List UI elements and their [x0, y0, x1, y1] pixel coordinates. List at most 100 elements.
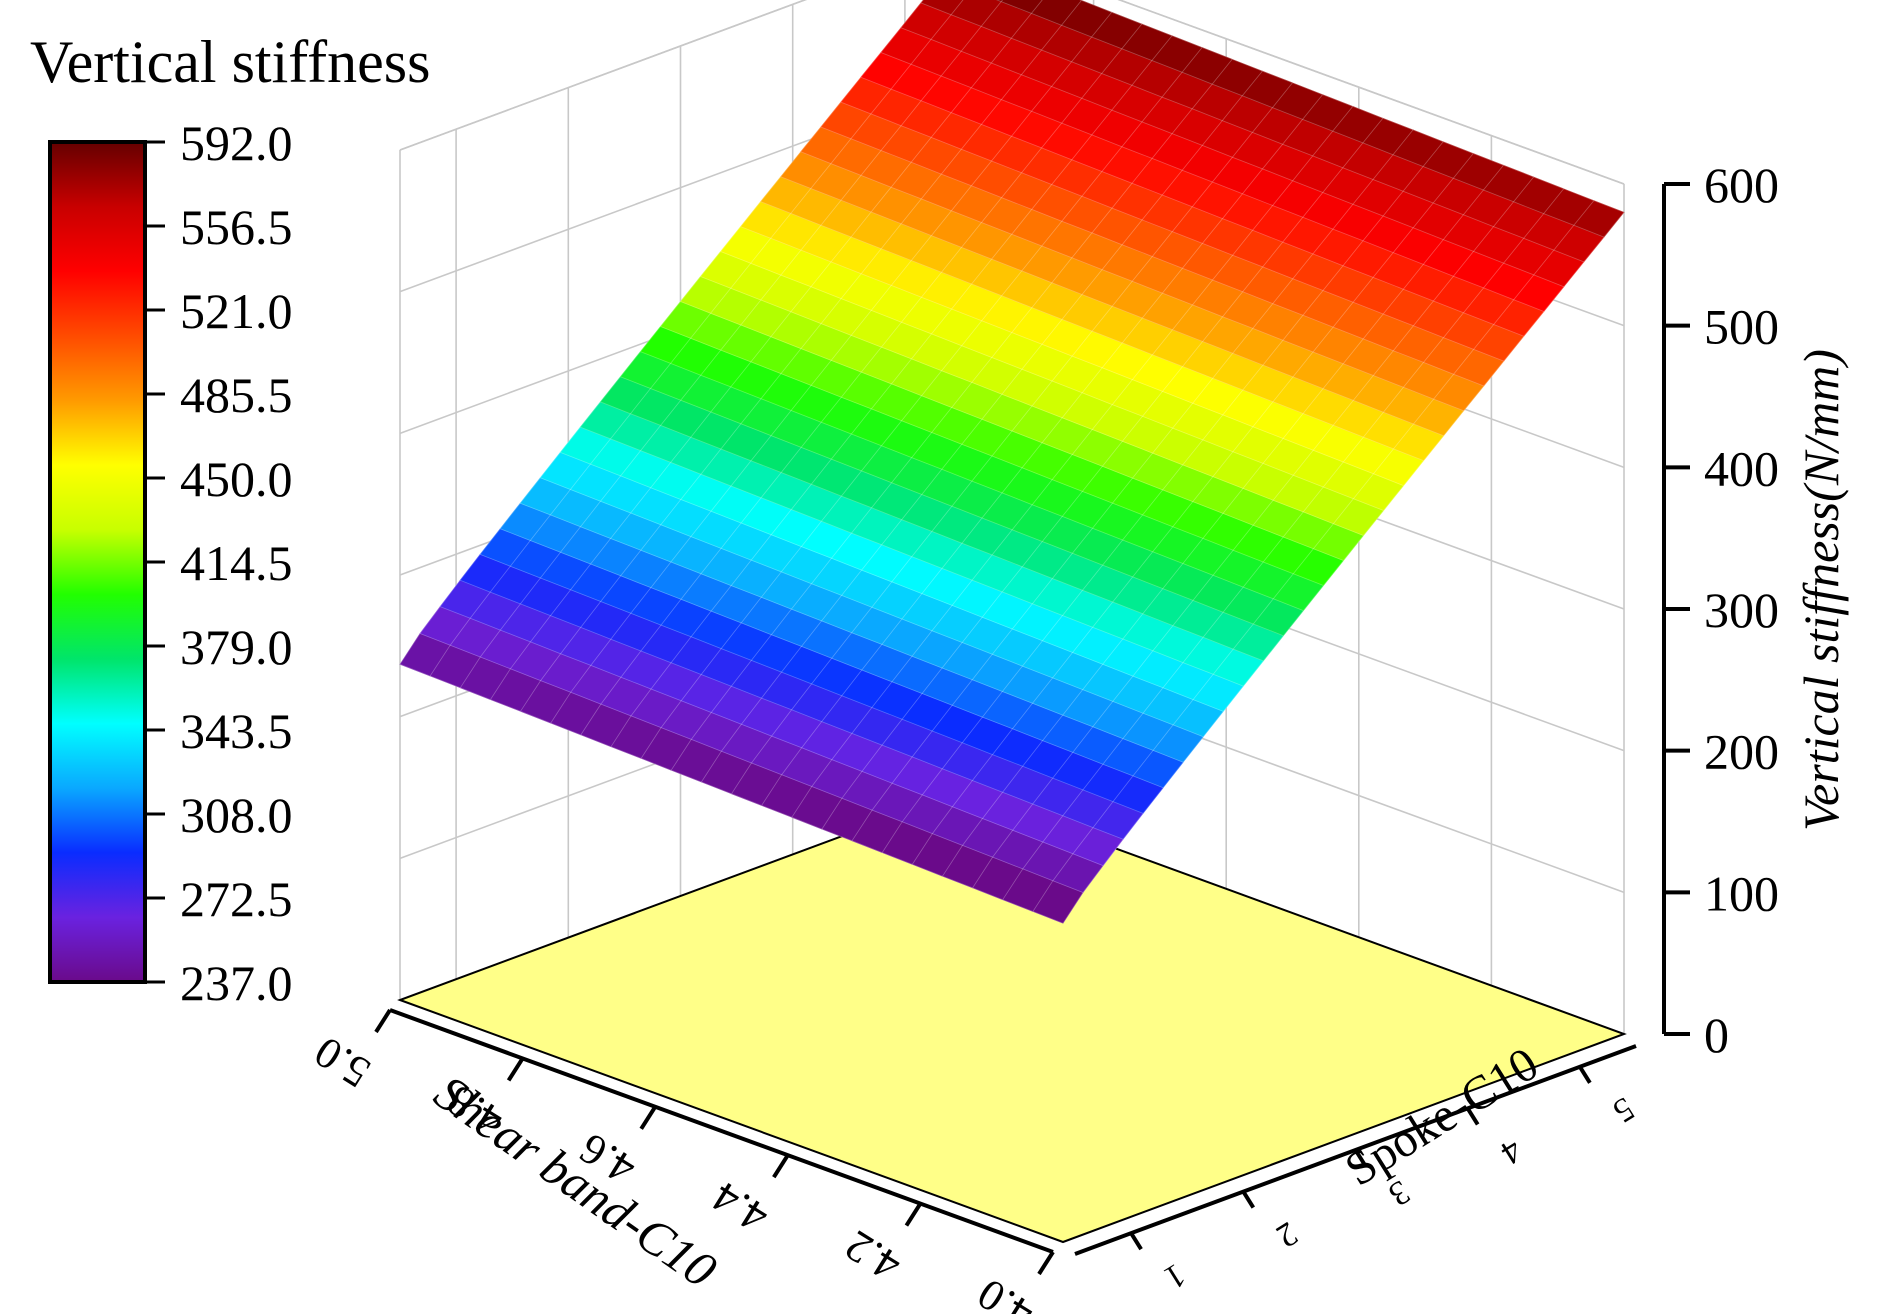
y-tick-label: 1 [1158, 1256, 1192, 1296]
surface-cell [1000, 0, 1043, 14]
surface-mesh-line [900, 27, 1565, 288]
colorbar-tick-label: 379.0 [180, 619, 293, 675]
x-tick-label: 4.4 [704, 1172, 777, 1243]
y-tick-mark [1353, 1148, 1368, 1168]
x-tick-label: 4.2 [836, 1221, 909, 1292]
surface-mesh-line [860, 76, 1524, 337]
colorbar-tick-label: 592.0 [180, 115, 293, 171]
surface-mesh-line [580, 426, 1244, 687]
surface-mesh-line [880, 52, 1545, 312]
colorbar-tick-label: 556.5 [180, 199, 293, 255]
surface-mesh-line [660, 326, 1324, 586]
surface-mesh-line [761, 94, 1323, 806]
colorbar-tick-label: 485.5 [180, 367, 293, 423]
surface-mesh-line [920, 2, 1585, 263]
z-tick-label: 0 [1704, 1007, 1729, 1063]
x-tick-mark [374, 1008, 392, 1034]
z-tick-label: 500 [1704, 299, 1779, 355]
z-tick-label: 300 [1704, 582, 1779, 638]
colorbar-tick-label: 272.5 [180, 871, 293, 927]
y-tick-mark [1129, 1232, 1143, 1251]
x-tick-label: 4.0 [969, 1269, 1042, 1314]
x-tick-mark [1037, 1250, 1055, 1276]
surface-mesh-line [995, 0, 1605, 238]
colorbar-tick-label: 450.0 [180, 451, 293, 507]
surface-mesh-line [550, 11, 1113, 724]
surface-mesh-line [791, 106, 1354, 818]
surface-mesh-line [479, 554, 1144, 814]
surface-cell [920, 0, 964, 16]
surface-mesh-line [600, 401, 1264, 662]
surface-mesh-line [459, 0, 1004, 689]
surface-mesh-line [911, 153, 1474, 865]
surface [399, 0, 1625, 924]
surface-mesh-line [942, 164, 1504, 877]
floor-plane [397, 790, 1627, 1244]
surface-mesh-line [459, 579, 1124, 840]
colorbar [48, 140, 147, 984]
x-tick-mark [772, 1154, 790, 1179]
surface-mesh-line [490, 0, 1043, 700]
surface-mesh-line [419, 633, 1084, 893]
surface-mesh-line [429, 0, 964, 677]
surface-mesh-line [640, 351, 1304, 611]
z-tick-label: 100 [1704, 865, 1779, 921]
x-tick-mark [639, 1105, 657, 1130]
surface-mesh-line [700, 276, 1364, 536]
surface-cell [996, 0, 1003, 2]
colorbar-tick-label: 308.0 [180, 787, 293, 843]
surface-mesh-line [540, 477, 1204, 738]
surface-mesh-line [640, 47, 1203, 759]
colorbar-tick-label: 521.0 [180, 283, 293, 339]
surface-mesh-line [620, 376, 1284, 637]
colorbar-tick-label: 343.5 [180, 703, 293, 759]
surface-mesh-line [800, 151, 1464, 412]
legend-title: Vertical stiffness [30, 29, 430, 95]
surface-mesh-line [840, 101, 1504, 362]
surface-mesh-line [720, 251, 1384, 511]
surface-mesh-line [500, 528, 1164, 789]
surface-mesh-line [670, 59, 1233, 771]
y-tick-mark [1578, 1065, 1592, 1084]
surface-mesh-line [701, 70, 1263, 783]
colorbar-tick-label: 237.0 [180, 955, 293, 1011]
surface-mesh-line [399, 663, 1064, 924]
x-tick-label: 5.0 [306, 1027, 379, 1098]
surface-mesh-line [780, 176, 1444, 437]
surface-mesh-line [520, 502, 1184, 763]
surface-mesh-line [560, 452, 1224, 712]
surface-mesh-line [680, 301, 1344, 561]
colorbar-tick-label: 414.5 [180, 535, 293, 591]
wall-edge [1117, 0, 1625, 185]
surface-mesh-line [439, 606, 1104, 866]
surface-mesh-line [760, 201, 1424, 461]
surface-mesh-line [731, 82, 1293, 795]
surface-mesh-line [1032, 200, 1595, 912]
z-tick-label: 200 [1704, 724, 1779, 780]
surface-mesh-line [1079, 0, 1625, 213]
surface-mesh-line [1002, 188, 1565, 900]
y-tick-label: 2 [1270, 1214, 1304, 1254]
wall-edge [399, 0, 807, 151]
y-tick-mark [1466, 1107, 1480, 1126]
x-tick-mark [506, 1057, 525, 1082]
colorbar-ticks: 592.0 556.5 521.0 485.5 450.0 414.5 379.0 343.5… [145, 115, 293, 1011]
y-tick-label: 4 [1494, 1131, 1528, 1171]
surface-mesh-line [1062, 212, 1625, 924]
z-tick-label: 400 [1704, 440, 1779, 496]
y-tick-label: 5 [1606, 1090, 1640, 1130]
surface-cell [1030, 0, 1082, 26]
surface-mesh-line [972, 176, 1534, 889]
z-axis: 0 100 200 300 400 500 600 [1662, 157, 1779, 1063]
surface-mesh-line [610, 35, 1173, 747]
surface-mesh-line [821, 117, 1384, 830]
surface-mesh-line [851, 129, 1414, 842]
surface-mesh-line [399, 0, 924, 665]
x-tick-mark [904, 1202, 923, 1227]
x-axis-line [389, 1008, 1054, 1254]
surface-mesh-line [820, 126, 1484, 387]
y-tick-mark [1241, 1190, 1255, 1209]
surface-mesh-line [520, 0, 1082, 712]
surface-mesh-line [740, 226, 1404, 486]
